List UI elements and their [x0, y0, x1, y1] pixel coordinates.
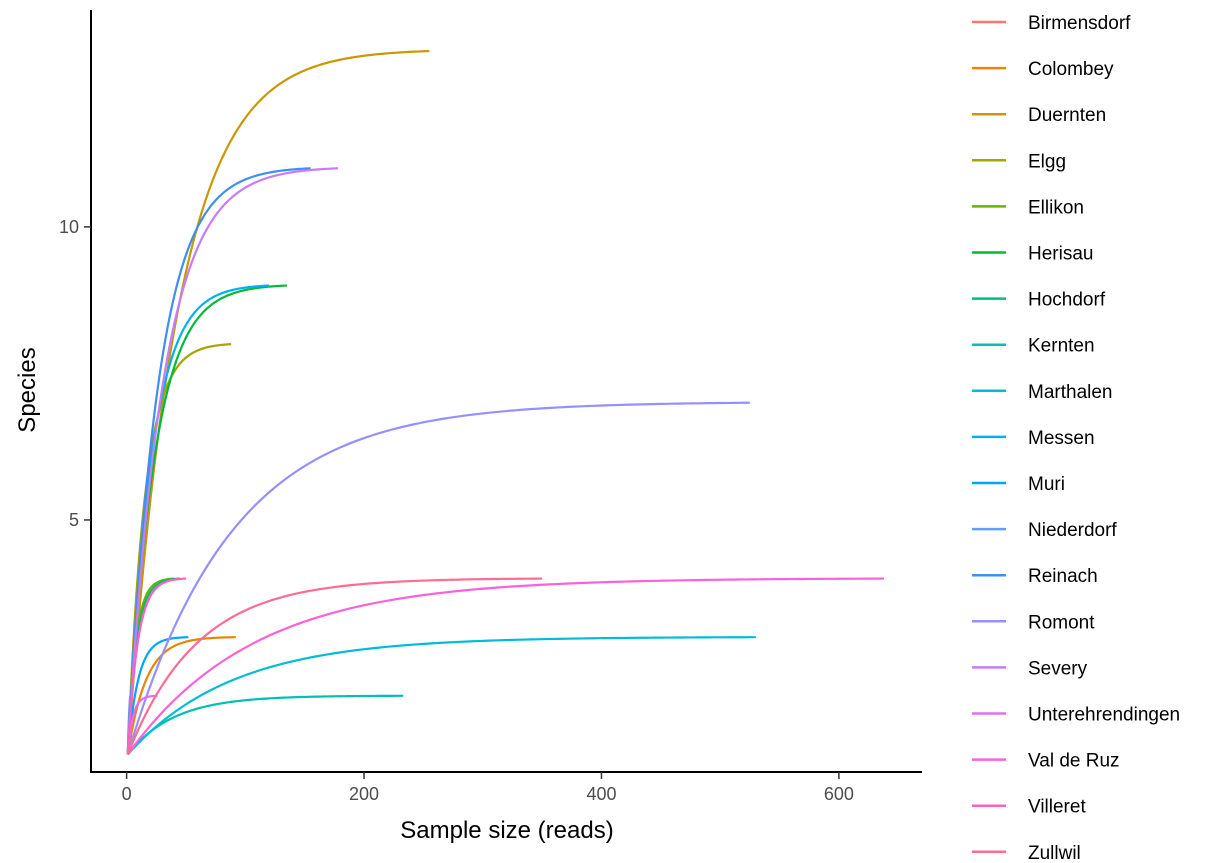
series-line-villeret [126, 577, 187, 755]
series-line-muri [126, 636, 189, 755]
x-tick-label: 0 [122, 784, 132, 804]
legend-label: Reinach [1028, 566, 1098, 587]
legend-label: Marthalen [1028, 382, 1113, 403]
x-tick-label: 600 [824, 784, 854, 804]
legend-label: Hochdorf [1028, 290, 1106, 311]
legend-label: Muri [1028, 474, 1065, 495]
series-line-unterehrendingen [126, 694, 158, 755]
series-line-romont [126, 401, 750, 755]
legend-label: Elgg [1028, 151, 1066, 172]
legend-label: Val de Ruz [1028, 751, 1120, 772]
legend-label: Unterehrendingen [1028, 705, 1180, 726]
y-tick-label: 5 [69, 510, 79, 530]
legend-label: Niederdorf [1028, 520, 1117, 541]
series-line-duernten [126, 49, 430, 755]
y-ticks: 5 10 [59, 217, 91, 530]
legend-label: Messen [1028, 428, 1095, 449]
y-axis-title: Species [14, 347, 41, 432]
x-tick-label: 200 [349, 784, 379, 804]
series-lines [126, 49, 885, 756]
legend-label: Severy [1028, 658, 1088, 679]
x-axis-title: Sample size (reads) [400, 817, 613, 844]
legend-label: Zullwil [1028, 843, 1081, 863]
series-line-severy [126, 167, 338, 755]
legend-label: Ellikon [1028, 197, 1084, 218]
series-line-zullwil [126, 577, 543, 755]
series-line-val-de-ruz [126, 577, 885, 756]
y-tick-label: 10 [59, 217, 79, 237]
legend-label: Romont [1028, 612, 1095, 633]
legend-label: Villeret [1028, 797, 1086, 818]
legend-label: Duernten [1028, 105, 1106, 126]
legend-label: Colombey [1028, 59, 1114, 80]
series-line-colombey [126, 636, 236, 755]
series-line-reinach [126, 167, 311, 755]
series-line-kernten [126, 694, 404, 756]
legend: Birmensdorf Colombey Duernten Elgg Ellikon He… [972, 13, 1180, 863]
legend-label: Birmensdorf [1028, 13, 1131, 34]
x-ticks: 0 200 400 600 [122, 772, 854, 804]
legend-label: Kernten [1028, 336, 1095, 357]
x-tick-label: 400 [586, 784, 616, 804]
series-line-marthalen [126, 636, 756, 756]
legend-label: Herisau [1028, 244, 1093, 265]
series-line-herisau [126, 284, 287, 755]
